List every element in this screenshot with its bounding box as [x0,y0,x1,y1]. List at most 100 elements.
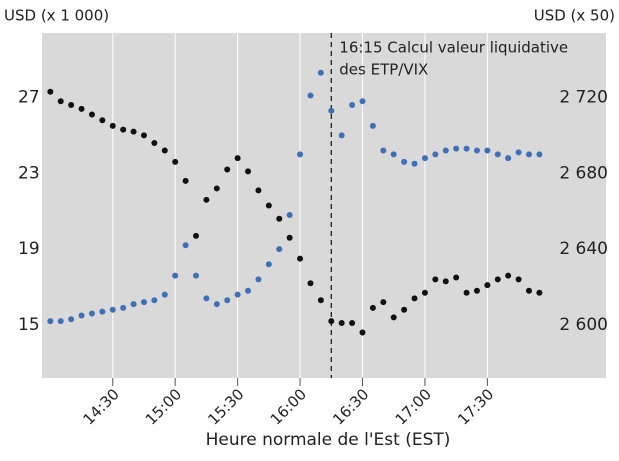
data-point [172,158,179,165]
y-tick-label: 19 [18,239,40,259]
data-point [109,122,116,129]
data-point [172,272,179,279]
data-point [140,299,147,306]
data-point [463,289,470,296]
data-point [359,98,366,105]
data-point [494,276,501,283]
data-point [317,69,324,76]
data-point [307,92,314,99]
data-point [536,151,543,158]
data-point [338,320,345,327]
data-point [213,301,220,308]
y-tick-label: 23 [18,163,40,183]
data-point [203,295,210,302]
x-tick-label: 16:30 [329,385,372,428]
data-point [442,278,449,285]
x-axis-label: Heure normale de l'Est (EST) [206,430,451,450]
data-point [297,255,304,262]
data-point [245,287,252,294]
data-point [432,151,439,158]
data-point [505,155,512,162]
data-point [328,107,335,114]
data-point [213,185,220,192]
data-point [161,291,168,298]
data-point [307,280,314,287]
data-point [525,287,532,294]
data-point [349,320,356,327]
data-point [182,177,189,184]
data-point [411,160,418,167]
data-point [151,139,158,146]
data-point [515,149,522,156]
data-point [161,147,168,154]
data-point [473,287,480,294]
data-point [193,232,200,239]
data-point [359,329,366,336]
data-point [255,187,262,194]
data-point [99,308,106,315]
data-point [276,246,283,253]
data-point [99,117,106,124]
data-point [193,272,200,279]
data-point [78,312,85,319]
data-point [432,276,439,283]
data-point [224,166,231,173]
data-point [401,306,408,313]
data-point [390,314,397,321]
data-point [349,102,356,109]
data-point [234,155,241,162]
data-point [88,310,95,317]
data-point [265,261,272,268]
data-point [182,242,189,249]
data-point [463,145,470,152]
data-point [255,276,262,283]
annotation-text: des ETP/VIX [339,61,428,79]
y2-tick-label: 2 680 [559,163,608,183]
data-point [338,132,345,139]
plot-area [42,33,606,378]
x-tick-label: 14:30 [79,385,122,428]
data-point [130,128,137,135]
data-point [234,291,241,298]
y-tick-label: 27 [18,87,40,107]
data-point [57,98,64,105]
data-point [525,151,532,158]
data-point [78,105,85,112]
data-point [453,145,460,152]
data-point [505,272,512,279]
y2-tick-label: 2 640 [559,239,608,259]
data-point [484,147,491,154]
data-point [203,196,210,203]
data-point [536,289,543,296]
x-tick-label: 15:00 [142,385,185,428]
data-point [57,318,64,325]
data-point [47,318,54,325]
data-point [411,295,418,302]
y-tick-label: 15 [18,315,40,335]
data-point [245,168,252,175]
x-tick-label: 17:00 [392,385,435,428]
data-point [442,147,449,154]
data-point [453,274,460,281]
data-point [68,316,75,323]
y-axis-label: USD (x 1 000) [4,7,109,25]
data-point [286,234,293,241]
data-point [286,211,293,218]
x-tick-label: 15:30 [204,385,247,428]
data-point [421,155,428,162]
data-point [68,102,75,109]
data-point [380,299,387,306]
x-tick-label: 16:00 [267,385,310,428]
data-point [484,282,491,289]
data-point [276,215,283,222]
data-point [109,306,116,313]
y2-tick-label: 2 720 [559,87,608,107]
annotation-text: 16:15 Calcul valeur liquidative [339,39,568,57]
data-point [421,289,428,296]
data-point [47,88,54,95]
data-point [224,297,231,304]
data-point [369,304,376,311]
data-point [140,132,147,139]
data-point [88,111,95,118]
